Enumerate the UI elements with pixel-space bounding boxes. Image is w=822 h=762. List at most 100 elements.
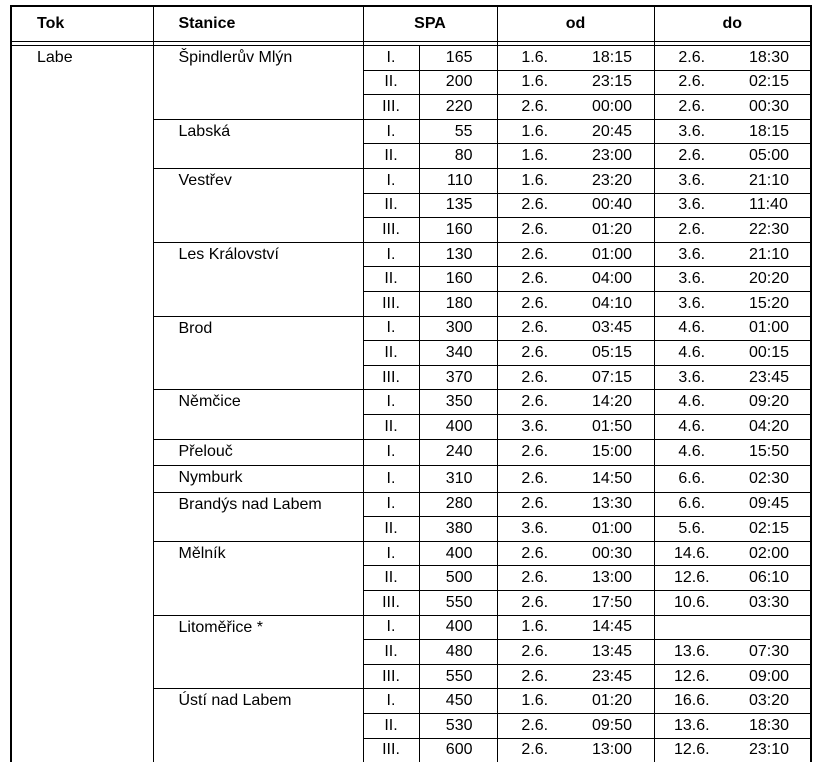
spa-value: 600 (419, 738, 497, 762)
spa-level: II. (363, 144, 419, 169)
spa-level: I. (363, 689, 419, 714)
spa-value: 110 (419, 168, 497, 193)
spa-value: 220 (419, 95, 497, 120)
station-name: Němčice (153, 390, 363, 439)
do-time: 01:00 (729, 316, 811, 341)
spa-level: I. (363, 466, 419, 493)
do-time: 21:10 (729, 242, 811, 267)
od-date: 2.6. (497, 267, 572, 292)
od-time: 03:45 (572, 316, 654, 341)
spa-value: 340 (419, 341, 497, 366)
od-time: 13:45 (572, 640, 654, 665)
od-time: 01:20 (572, 218, 654, 243)
station-name: Brod (153, 316, 363, 390)
do-date: 4.6. (654, 439, 729, 466)
spa-level: III. (363, 738, 419, 762)
spa-value: 165 (419, 46, 497, 71)
od-date: 2.6. (497, 365, 572, 390)
spa-level: II. (363, 70, 419, 95)
spa-level: II. (363, 341, 419, 366)
do-time: 02:00 (729, 541, 811, 566)
spa-level: III. (363, 291, 419, 316)
do-time: 23:10 (729, 738, 811, 762)
spa-value: 80 (419, 144, 497, 169)
od-date: 2.6. (497, 316, 572, 341)
do-date: 4.6. (654, 414, 729, 439)
do-time: 23:45 (729, 365, 811, 390)
do-time: 15:20 (729, 291, 811, 316)
spa-value: 350 (419, 390, 497, 415)
od-time: 01:00 (572, 242, 654, 267)
station-name: Přelouč (153, 439, 363, 466)
spa-level: III. (363, 365, 419, 390)
station-name: Nymburk (153, 466, 363, 493)
od-date: 2.6. (497, 492, 572, 517)
od-time: 14:20 (572, 390, 654, 415)
do-time: 02:30 (729, 466, 811, 493)
do-date: 2.6. (654, 144, 729, 169)
od-date: 2.6. (497, 466, 572, 493)
od-time: 13:30 (572, 492, 654, 517)
od-time: 23:20 (572, 168, 654, 193)
spa-value: 310 (419, 466, 497, 493)
station-name: Vestřev (153, 168, 363, 242)
spa-value: 550 (419, 664, 497, 689)
spa-value: 400 (419, 615, 497, 640)
od-date: 2.6. (497, 218, 572, 243)
spa-level: I. (363, 46, 419, 71)
spa-value: 370 (419, 365, 497, 390)
od-time: 14:45 (572, 615, 654, 640)
spa-value: 160 (419, 218, 497, 243)
spa-level: II. (363, 714, 419, 739)
spa-level: III. (363, 664, 419, 689)
od-time: 01:50 (572, 414, 654, 439)
do-time (729, 615, 811, 640)
spa-level: I. (363, 541, 419, 566)
do-date: 12.6. (654, 664, 729, 689)
do-time: 02:15 (729, 70, 811, 95)
od-date: 3.6. (497, 517, 572, 542)
do-date: 6.6. (654, 492, 729, 517)
spa-level: I. (363, 615, 419, 640)
od-date: 1.6. (497, 144, 572, 169)
spa-value: 480 (419, 640, 497, 665)
spa-value: 300 (419, 316, 497, 341)
od-time: 18:15 (572, 46, 654, 71)
od-time: 00:00 (572, 95, 654, 120)
spa-level: I. (363, 316, 419, 341)
do-time: 05:00 (729, 144, 811, 169)
do-date: 3.6. (654, 119, 729, 144)
spa-value: 135 (419, 193, 497, 218)
spa-value: 400 (419, 414, 497, 439)
header-do: do (654, 6, 811, 42)
do-date: 13.6. (654, 640, 729, 665)
spa-value: 200 (419, 70, 497, 95)
od-date: 2.6. (497, 738, 572, 762)
spa-level: II. (363, 640, 419, 665)
od-date: 1.6. (497, 689, 572, 714)
od-time: 15:00 (572, 439, 654, 466)
do-date: 4.6. (654, 341, 729, 366)
station-name: Mělník (153, 541, 363, 615)
spa-value: 280 (419, 492, 497, 517)
do-date: 16.6. (654, 689, 729, 714)
do-time: 15:50 (729, 439, 811, 466)
do-date: 12.6. (654, 566, 729, 591)
station-name: Špindlerův Mlýn (153, 46, 363, 120)
od-time: 01:00 (572, 517, 654, 542)
od-date: 1.6. (497, 615, 572, 640)
do-date: 3.6. (654, 365, 729, 390)
do-time: 00:15 (729, 341, 811, 366)
od-time: 01:20 (572, 689, 654, 714)
station-name: Litoměřice * (153, 615, 363, 689)
od-date: 2.6. (497, 291, 572, 316)
od-time: 05:15 (572, 341, 654, 366)
do-time: 02:15 (729, 517, 811, 542)
od-date: 2.6. (497, 390, 572, 415)
spa-value: 180 (419, 291, 497, 316)
spa-value: 380 (419, 517, 497, 542)
spa-level: I. (363, 242, 419, 267)
spa-value: 530 (419, 714, 497, 739)
od-time: 00:40 (572, 193, 654, 218)
do-date: 10.6. (654, 591, 729, 616)
